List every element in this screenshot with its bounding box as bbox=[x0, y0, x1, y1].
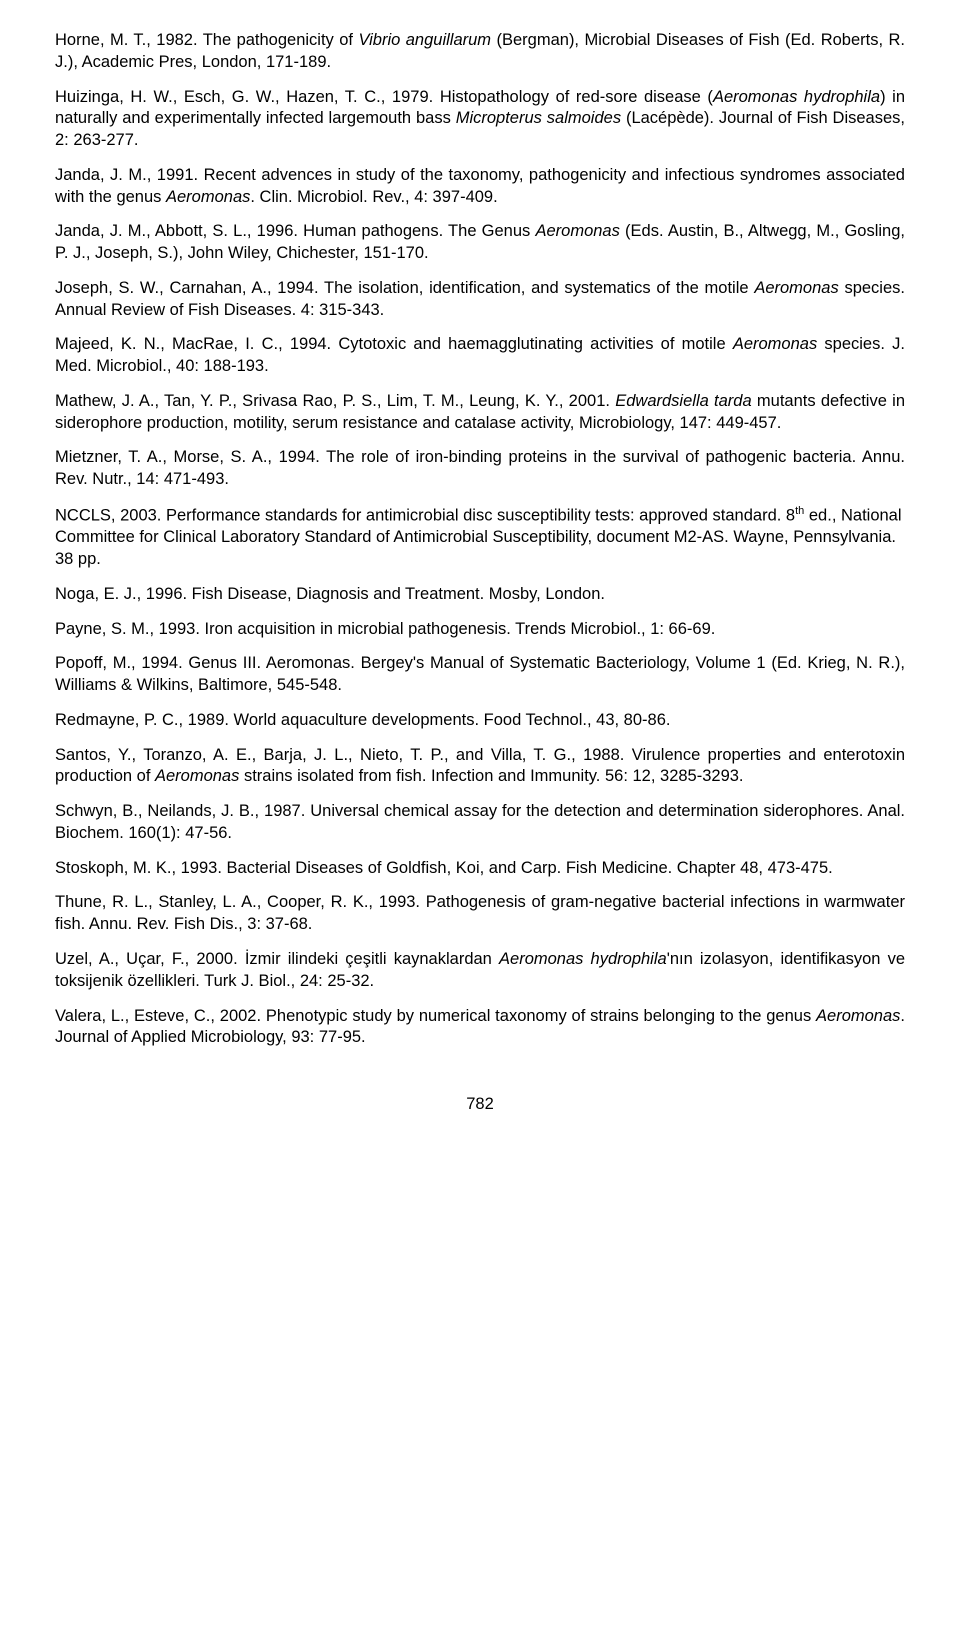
reference-item: NCCLS, 2003. Performance standards for a… bbox=[55, 504, 905, 571]
reference-item: Noga, E. J., 1996. Fish Disease, Diagnos… bbox=[55, 584, 905, 606]
reference-text: Horne, M. T., 1982. The pathogenicity of bbox=[55, 31, 358, 49]
reference-item: Redmayne, P. C., 1989. World aquaculture… bbox=[55, 710, 905, 732]
reference-text: Mathew, J. A., Tan, Y. P., Srivasa Rao, … bbox=[55, 392, 615, 410]
reference-text: strains isolated from fish. Infection an… bbox=[239, 767, 743, 785]
reference-text: Joseph, S. W., Carnahan, A., 1994. The i… bbox=[55, 279, 754, 297]
reference-italic: Aeromonas bbox=[816, 1007, 900, 1025]
reference-italic: Aeromonas hydrophila bbox=[713, 88, 880, 106]
reference-item: Valera, L., Esteve, C., 2002. Phenotypic… bbox=[55, 1006, 905, 1050]
reference-italic: Aeromonas bbox=[733, 335, 817, 353]
reference-italic: Micropterus salmoides bbox=[456, 109, 621, 127]
reference-item: Mathew, J. A., Tan, Y. P., Srivasa Rao, … bbox=[55, 391, 905, 435]
reference-text: Popoff, M., 1994. Genus III. Aeromonas. … bbox=[55, 654, 905, 694]
reference-item: Santos, Y., Toranzo, A. E., Barja, J. L.… bbox=[55, 745, 905, 789]
reference-superscript: th bbox=[795, 505, 804, 517]
reference-italic: Aeromonas hydrophila bbox=[499, 950, 667, 968]
reference-item: Horne, M. T., 1982. The pathogenicity of… bbox=[55, 30, 905, 74]
reference-text: Schwyn, B., Neilands, J. B., 1987. Unive… bbox=[55, 802, 905, 842]
reference-italic: Edwardsiella tarda bbox=[615, 392, 751, 410]
reference-item: Janda, J. M., 1991. Recent advences in s… bbox=[55, 165, 905, 209]
reference-text: Mietzner, T. A., Morse, S. A., 1994. The… bbox=[55, 448, 905, 488]
reference-text: NCCLS, 2003. Performance standards for a… bbox=[55, 507, 795, 525]
reference-italic: Aeromonas bbox=[535, 222, 619, 240]
reference-text: Valera, L., Esteve, C., 2002. Phenotypic… bbox=[55, 1007, 816, 1025]
reference-item: Uzel, A., Uçar, F., 2000. İzmir ilindeki… bbox=[55, 949, 905, 993]
reference-italic: Aeromonas bbox=[155, 767, 239, 785]
reference-text: Stoskoph, M. K., 1993. Bacterial Disease… bbox=[55, 859, 833, 877]
reference-text: Noga, E. J., 1996. Fish Disease, Diagnos… bbox=[55, 585, 605, 603]
reference-item: Huizinga, H. W., Esch, G. W., Hazen, T. … bbox=[55, 87, 905, 152]
reference-text: Payne, S. M., 1993. Iron acquisition in … bbox=[55, 620, 715, 638]
reference-italic: Vibrio anguillarum bbox=[358, 31, 491, 49]
reference-item: Stoskoph, M. K., 1993. Bacterial Disease… bbox=[55, 858, 905, 880]
reference-item: Joseph, S. W., Carnahan, A., 1994. The i… bbox=[55, 278, 905, 322]
reference-item: Payne, S. M., 1993. Iron acquisition in … bbox=[55, 619, 905, 641]
references-list: Horne, M. T., 1982. The pathogenicity of… bbox=[55, 30, 905, 1049]
reference-item: Thune, R. L., Stanley, L. A., Cooper, R.… bbox=[55, 892, 905, 936]
reference-text: Majeed, K. N., MacRae, I. C., 1994. Cyto… bbox=[55, 335, 733, 353]
reference-item: Popoff, M., 1994. Genus III. Aeromonas. … bbox=[55, 653, 905, 697]
reference-item: Majeed, K. N., MacRae, I. C., 1994. Cyto… bbox=[55, 334, 905, 378]
reference-text: Huizinga, H. W., Esch, G. W., Hazen, T. … bbox=[55, 88, 713, 106]
reference-italic: Aeromonas bbox=[166, 188, 250, 206]
reference-item: Janda, J. M., Abbott, S. L., 1996. Human… bbox=[55, 221, 905, 265]
reference-text: Redmayne, P. C., 1989. World aquaculture… bbox=[55, 711, 670, 729]
reference-italic: Aeromonas bbox=[754, 279, 838, 297]
reference-text: . Clin. Microbiol. Rev., 4: 397-409. bbox=[250, 188, 497, 206]
reference-text: Thune, R. L., Stanley, L. A., Cooper, R.… bbox=[55, 893, 905, 933]
reference-item: Schwyn, B., Neilands, J. B., 1987. Unive… bbox=[55, 801, 905, 845]
reference-text: Uzel, A., Uçar, F., 2000. İzmir ilindeki… bbox=[55, 950, 499, 968]
reference-item: Mietzner, T. A., Morse, S. A., 1994. The… bbox=[55, 447, 905, 491]
page-number: 782 bbox=[55, 1094, 905, 1116]
reference-text: Janda, J. M., Abbott, S. L., 1996. Human… bbox=[55, 222, 535, 240]
